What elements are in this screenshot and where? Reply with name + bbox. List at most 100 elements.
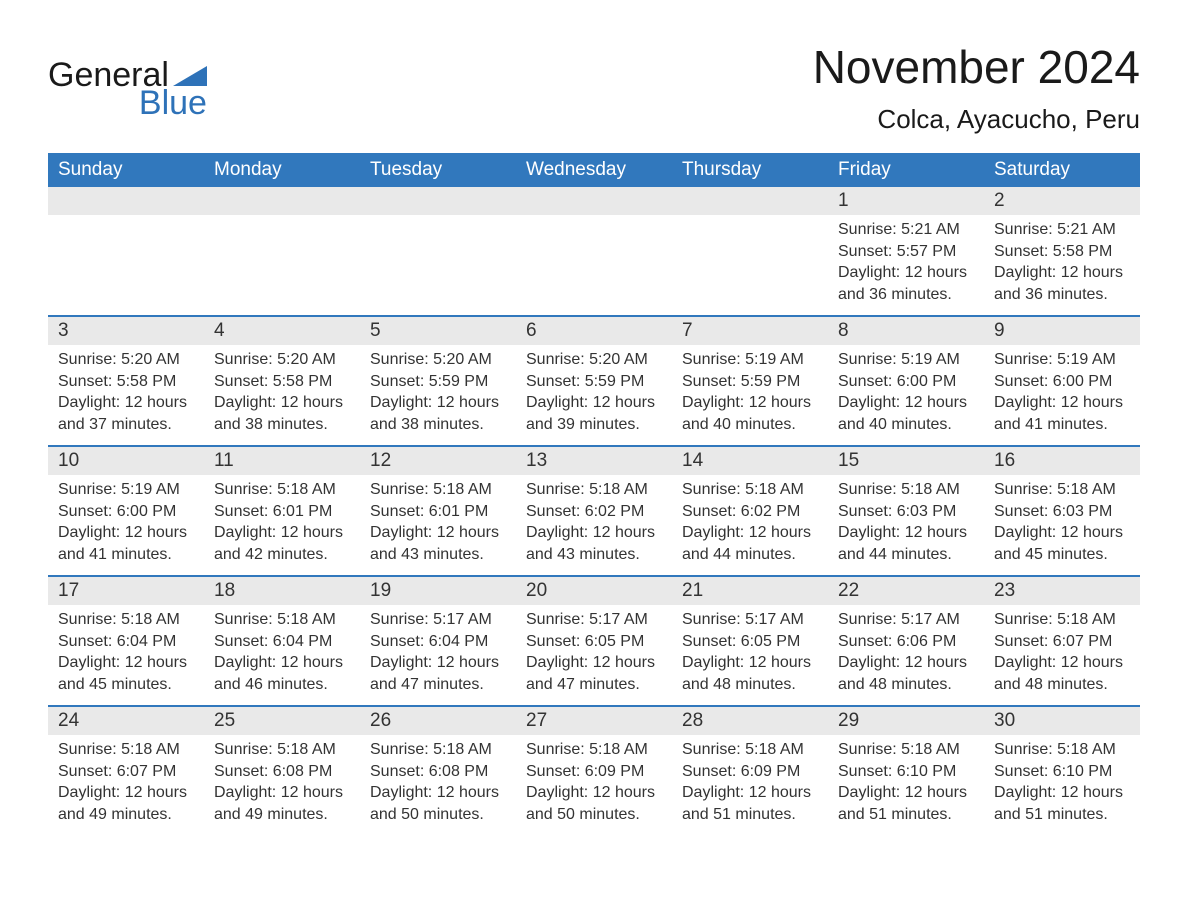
day-number: 17 <box>48 577 204 605</box>
day-number: 12 <box>360 447 516 475</box>
day-details: Sunrise: 5:18 AMSunset: 6:02 PMDaylight:… <box>516 475 672 565</box>
calendar-day-cell: 10Sunrise: 5:19 AMSunset: 6:00 PMDayligh… <box>48 447 204 575</box>
calendar-day-cell <box>672 187 828 315</box>
sunset-line: Sunset: 5:59 PM <box>682 371 818 393</box>
day-details: Sunrise: 5:20 AMSunset: 5:58 PMDaylight:… <box>204 345 360 435</box>
day-details: Sunrise: 5:18 AMSunset: 6:09 PMDaylight:… <box>672 735 828 825</box>
location-subtitle: Colca, Ayacucho, Peru <box>813 104 1140 135</box>
daylight-line: Daylight: 12 hours and 45 minutes. <box>58 652 194 695</box>
page-title: November 2024 <box>813 40 1140 94</box>
calendar-day-cell: 16Sunrise: 5:18 AMSunset: 6:03 PMDayligh… <box>984 447 1140 575</box>
day-number: 10 <box>48 447 204 475</box>
daylight-line: Daylight: 12 hours and 44 minutes. <box>682 522 818 565</box>
daylight-line: Daylight: 12 hours and 50 minutes. <box>526 782 662 825</box>
sunrise-line: Sunrise: 5:20 AM <box>526 349 662 371</box>
day-number: 15 <box>828 447 984 475</box>
day-number: 29 <box>828 707 984 735</box>
sunset-line: Sunset: 6:02 PM <box>682 501 818 523</box>
sunset-line: Sunset: 5:57 PM <box>838 241 974 263</box>
calendar-day-cell <box>48 187 204 315</box>
day-details: Sunrise: 5:20 AMSunset: 5:59 PMDaylight:… <box>360 345 516 435</box>
day-details: Sunrise: 5:17 AMSunset: 6:06 PMDaylight:… <box>828 605 984 695</box>
daylight-line: Daylight: 12 hours and 47 minutes. <box>370 652 506 695</box>
day-details: Sunrise: 5:18 AMSunset: 6:09 PMDaylight:… <box>516 735 672 825</box>
calendar-header-cell: Wednesday <box>516 153 672 187</box>
day-number: 3 <box>48 317 204 345</box>
sunrise-line: Sunrise: 5:18 AM <box>682 479 818 501</box>
day-details: Sunrise: 5:18 AMSunset: 6:07 PMDaylight:… <box>984 605 1140 695</box>
day-number: 24 <box>48 707 204 735</box>
sunset-line: Sunset: 6:03 PM <box>994 501 1130 523</box>
day-number: 19 <box>360 577 516 605</box>
sunrise-line: Sunrise: 5:18 AM <box>214 479 350 501</box>
daylight-line: Daylight: 12 hours and 49 minutes. <box>58 782 194 825</box>
calendar-day-cell <box>204 187 360 315</box>
calendar-day-cell: 14 Sunrise: 5:18 AMSunset: 6:02 PMDayligh… <box>672 447 828 575</box>
calendar-day-cell: 7Sunrise: 5:19 AMSunset: 5:59 PMDaylight… <box>672 317 828 445</box>
day-number: 25 <box>204 707 360 735</box>
calendar-day-cell <box>360 187 516 315</box>
daylight-line: Daylight: 12 hours and 39 minutes. <box>526 392 662 435</box>
calendar-day-cell: 6Sunrise: 5:20 AMSunset: 5:59 PMDaylight… <box>516 317 672 445</box>
day-number: 14 <box>672 447 828 475</box>
sunset-line: Sunset: 6:04 PM <box>370 631 506 653</box>
sunset-line: Sunset: 6:03 PM <box>838 501 974 523</box>
sunrise-line: Sunrise: 5:18 AM <box>370 479 506 501</box>
sunset-line: Sunset: 5:59 PM <box>526 371 662 393</box>
day-details: Sunrise: 5:18 AMSunset: 6:08 PMDaylight:… <box>204 735 360 825</box>
sunset-line: Sunset: 6:08 PM <box>370 761 506 783</box>
calendar-day-cell: 1Sunrise: 5:21 AMSunset: 5:57 PMDaylight… <box>828 187 984 315</box>
sunrise-line: Sunrise: 5:20 AM <box>58 349 194 371</box>
sunrise-line: Sunrise: 5:18 AM <box>370 739 506 761</box>
calendar-day-cell: 13Sunrise: 5:18 AMSunset: 6:02 PMDayligh… <box>516 447 672 575</box>
day-details: Sunrise: 5:17 AMSunset: 6:05 PMDaylight:… <box>672 605 828 695</box>
day-details: Sunrise: 5:19 AMSunset: 5:59 PMDaylight:… <box>672 345 828 435</box>
sunrise-line: Sunrise: 5:21 AM <box>994 219 1130 241</box>
sunrise-line: Sunrise: 5:18 AM <box>838 479 974 501</box>
calendar-header-cell: Sunday <box>48 153 204 187</box>
daylight-line: Daylight: 12 hours and 48 minutes. <box>838 652 974 695</box>
daylight-line: Daylight: 12 hours and 46 minutes. <box>214 652 350 695</box>
day-number: 11 <box>204 447 360 475</box>
calendar: SundayMondayTuesdayWednesdayThursdayFrid… <box>48 153 1140 835</box>
calendar-day-cell: 20Sunrise: 5:17 AMSunset: 6:05 PMDayligh… <box>516 577 672 705</box>
daylight-line: Daylight: 12 hours and 42 minutes. <box>214 522 350 565</box>
day-number <box>48 187 204 215</box>
daylight-line: Daylight: 12 hours and 51 minutes. <box>682 782 818 825</box>
calendar-day-cell: 19Sunrise: 5:17 AMSunset: 6:04 PMDayligh… <box>360 577 516 705</box>
calendar-day-cell: 28Sunrise: 5:18 AMSunset: 6:09 PMDayligh… <box>672 707 828 835</box>
day-number <box>360 187 516 215</box>
daylight-line: Daylight: 12 hours and 43 minutes. <box>526 522 662 565</box>
sunrise-line: Sunrise: 5:17 AM <box>838 609 974 631</box>
daylight-line: Daylight: 12 hours and 45 minutes. <box>994 522 1130 565</box>
day-number: 23 <box>984 577 1140 605</box>
calendar-day-cell: 9Sunrise: 5:19 AMSunset: 6:00 PMDaylight… <box>984 317 1140 445</box>
day-details: Sunrise: 5:18 AMSunset: 6:01 PMDaylight:… <box>204 475 360 565</box>
sunrise-line: Sunrise: 5:18 AM <box>58 609 194 631</box>
sunrise-line: Sunrise: 5:19 AM <box>994 349 1130 371</box>
sunrise-line: Sunrise: 5:19 AM <box>682 349 818 371</box>
day-details: Sunrise: 5:17 AMSunset: 6:05 PMDaylight:… <box>516 605 672 695</box>
sunrise-line: Sunrise: 5:18 AM <box>214 739 350 761</box>
calendar-day-cell: 27Sunrise: 5:18 AMSunset: 6:09 PMDayligh… <box>516 707 672 835</box>
day-number: 18 <box>204 577 360 605</box>
day-details: Sunrise: 5:19 AMSunset: 6:00 PMDaylight:… <box>984 345 1140 435</box>
day-number: 7 <box>672 317 828 345</box>
sunset-line: Sunset: 6:10 PM <box>994 761 1130 783</box>
sunset-line: Sunset: 6:08 PM <box>214 761 350 783</box>
day-details: Sunrise: 5:18 AMSunset: 6:01 PMDaylight:… <box>360 475 516 565</box>
daylight-line: Daylight: 12 hours and 43 minutes. <box>370 522 506 565</box>
calendar-day-cell: 23Sunrise: 5:18 AMSunset: 6:07 PMDayligh… <box>984 577 1140 705</box>
calendar-day-cell: 8Sunrise: 5:19 AMSunset: 6:00 PMDaylight… <box>828 317 984 445</box>
sunset-line: Sunset: 6:10 PM <box>838 761 974 783</box>
sunrise-line: Sunrise: 5:17 AM <box>526 609 662 631</box>
day-details: Sunrise: 5:19 AMSunset: 6:00 PMDaylight:… <box>828 345 984 435</box>
sunset-line: Sunset: 5:58 PM <box>214 371 350 393</box>
calendar-header-row: SundayMondayTuesdayWednesdayThursdayFrid… <box>48 153 1140 187</box>
day-details: Sunrise: 5:18 AMSunset: 6:08 PMDaylight:… <box>360 735 516 825</box>
daylight-line: Daylight: 12 hours and 51 minutes. <box>994 782 1130 825</box>
calendar-header-cell: Monday <box>204 153 360 187</box>
sunrise-line: Sunrise: 5:18 AM <box>994 609 1130 631</box>
sunrise-line: Sunrise: 5:18 AM <box>994 479 1130 501</box>
daylight-line: Daylight: 12 hours and 37 minutes. <box>58 392 194 435</box>
